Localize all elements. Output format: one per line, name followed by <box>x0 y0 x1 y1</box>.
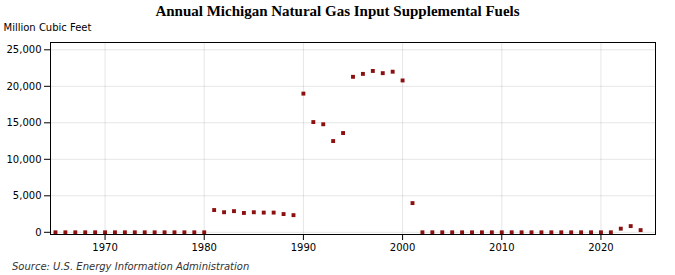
svg-text:15,000: 15,000 <box>7 117 42 128</box>
svg-text:Million Cubic Feet: Million Cubic Feet <box>4 22 92 33</box>
svg-text:2010: 2010 <box>489 242 514 253</box>
svg-text:25,000: 25,000 <box>7 44 42 55</box>
svg-text:10,000: 10,000 <box>7 154 42 165</box>
svg-text:0: 0 <box>35 227 41 238</box>
svg-text:2020: 2020 <box>588 242 613 253</box>
html-text:Source: U.S. Energy Informatio: Source: U.S. Energy Information Administ… <box>12 261 250 272</box>
html-text:Annual Michigan Natural Gas In: Annual Michigan Natural Gas Input Supple… <box>155 3 520 19</box>
svg-text:2000: 2000 <box>390 242 415 253</box>
svg-text:1980: 1980 <box>192 242 217 253</box>
svg-text:1990: 1990 <box>291 242 316 253</box>
svg-text:1970: 1970 <box>92 242 117 253</box>
svg-text:20,000: 20,000 <box>7 81 42 92</box>
svg-text:5,000: 5,000 <box>13 190 42 201</box>
